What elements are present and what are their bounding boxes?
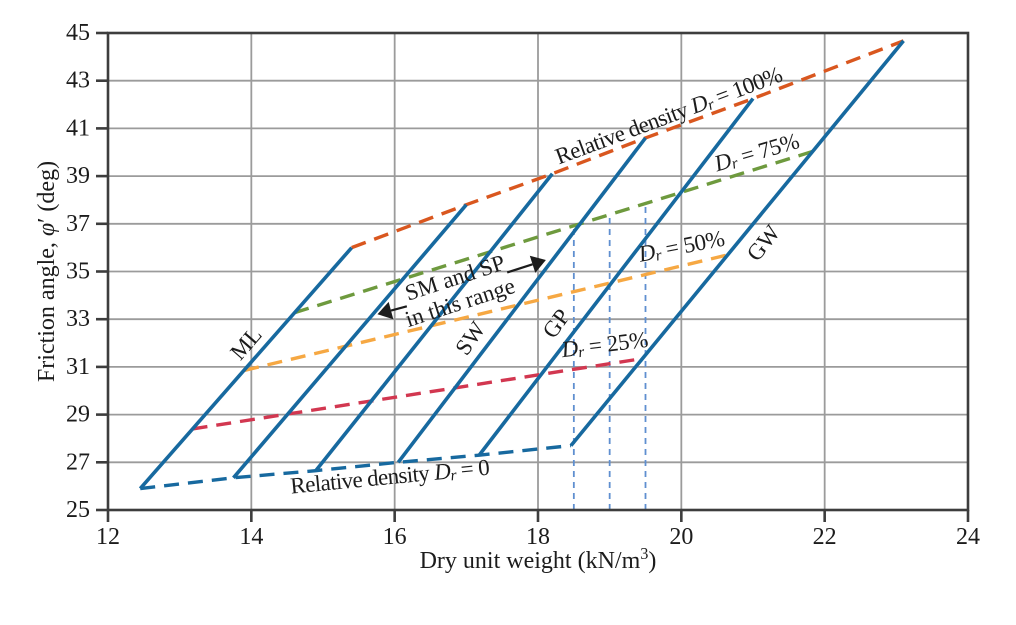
- relative-density-lines: [140, 39, 905, 491]
- soil-line-SW: [396, 136, 647, 464]
- soil-line-ML: [138, 246, 354, 490]
- tick-label-x-12: 12: [96, 524, 120, 550]
- gridlines: [108, 33, 968, 510]
- tick-label-x-14: 14: [239, 524, 263, 550]
- density-line-100: [351, 39, 905, 250]
- soil-type-lines: [138, 39, 905, 490]
- density-line-50: [243, 253, 729, 373]
- axis-ticks: 12 14 16 18 20 22 24 25 27 29 31 33 35 37 39 41 43 45: [66, 20, 980, 550]
- tick-label-y-35: 35: [66, 259, 90, 285]
- tick-label-y-25: 25: [66, 497, 90, 523]
- tick-label-x-24: 24: [956, 524, 980, 550]
- x-axis-title: Dry unit weight (kN/m3): [420, 544, 657, 574]
- soil-line-SP: [314, 172, 554, 472]
- tick-label-x-22: 22: [813, 524, 837, 550]
- density-line-25: [192, 356, 643, 431]
- arrow-to-sw-line-head: [529, 255, 546, 273]
- arrow-to-sm-line-shaft: [390, 305, 408, 312]
- tick-label-y-45: 45: [66, 20, 90, 46]
- density-line-75: [293, 149, 815, 315]
- soil-line-GP: [477, 97, 755, 457]
- soil-line-GW: [569, 39, 905, 447]
- soil-line-SM: [232, 203, 468, 479]
- tick-label-x-18: 18: [526, 524, 550, 550]
- tick-label-y-31: 31: [66, 354, 90, 380]
- tick-label-y-29: 29: [66, 402, 90, 428]
- y-axis-title: Friction angle, φ′ (deg): [34, 161, 60, 382]
- density-line-0: [140, 443, 572, 491]
- tick-label-x-16: 16: [383, 524, 407, 550]
- tick-label-y-37: 37: [66, 211, 90, 237]
- tick-label-y-27: 27: [66, 449, 90, 475]
- tick-label-y-43: 43: [66, 68, 90, 94]
- tick-label-x-20: 20: [669, 524, 693, 550]
- tick-label-y-41: 41: [66, 115, 90, 141]
- tick-label-y-33: 33: [66, 306, 90, 332]
- arrow-to-sw-line-shaft: [506, 263, 533, 274]
- arrow-to-sm-line-head: [377, 301, 394, 320]
- annotation-arrows: [377, 255, 546, 320]
- tick-label-y-39: 39: [66, 163, 90, 189]
